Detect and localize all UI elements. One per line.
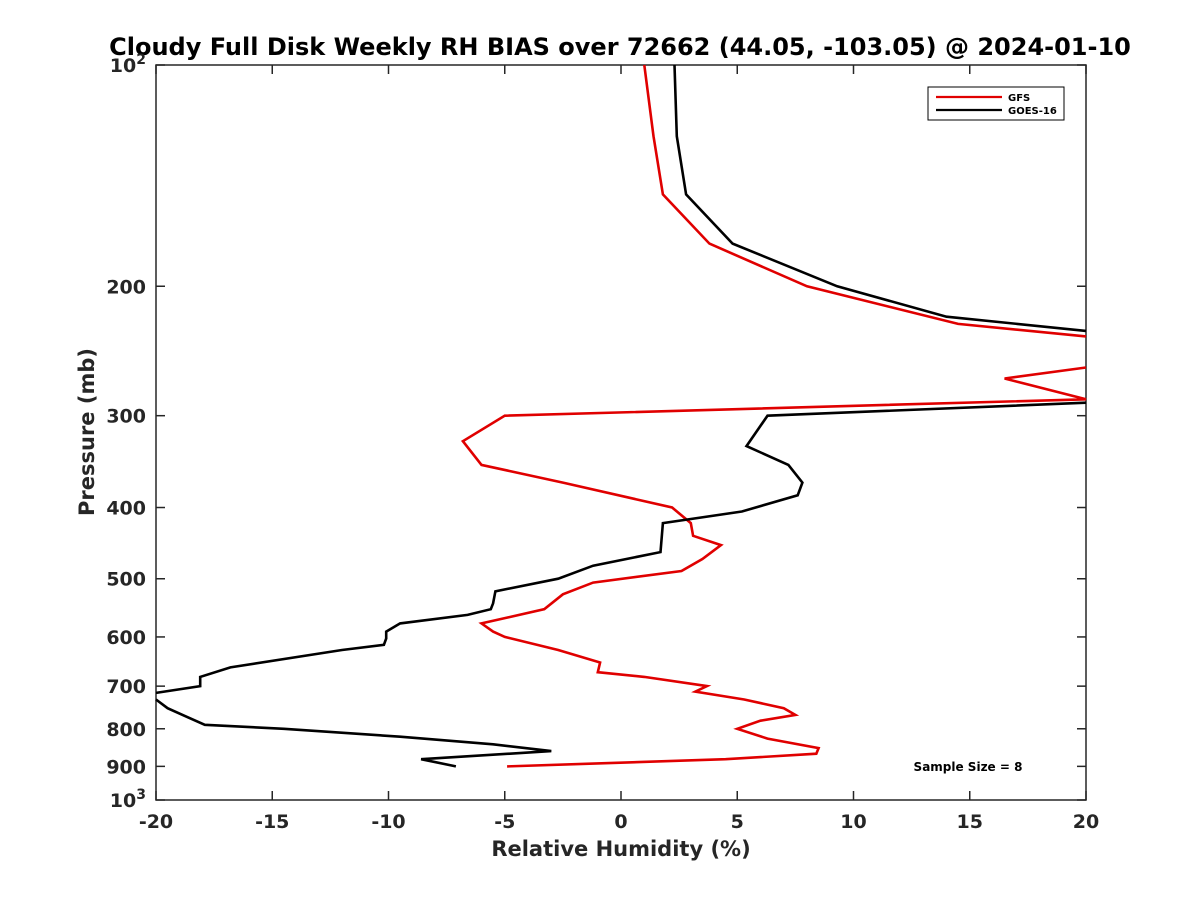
legend: GFS GOES-16 xyxy=(927,86,1065,121)
y-tick-exponent: 3 xyxy=(136,787,146,803)
series-line-goes-16 xyxy=(155,401,1087,695)
series-line-goes-16 xyxy=(155,698,552,768)
x-tick-label: -10 xyxy=(371,811,405,833)
x-tick-label: 15 xyxy=(957,811,983,833)
y-tick-label: 800 xyxy=(106,719,146,741)
y-tick-label: 900 xyxy=(106,756,146,778)
legend-label-gfs: GFS xyxy=(1008,93,1030,104)
y-tick-label: 700 xyxy=(106,676,146,698)
y-tick-label: 102 xyxy=(110,52,146,77)
x-tick-label: -5 xyxy=(494,811,515,833)
y-tick-label: 200 xyxy=(106,276,146,298)
y-tick-label: 600 xyxy=(106,627,146,649)
x-axis-label: Relative Humidity (%) xyxy=(491,837,750,861)
legend-label-goes-16: GOES-16 xyxy=(1008,106,1057,117)
y-tick-base: 10 xyxy=(110,790,136,812)
x-tick-label: 10 xyxy=(840,811,866,833)
plot-area xyxy=(155,64,1087,801)
y-tick-label: 300 xyxy=(106,406,146,428)
x-tick-label: -15 xyxy=(255,811,289,833)
x-tick-label: 20 xyxy=(1073,811,1099,833)
series-line-gfs xyxy=(460,366,1087,768)
series-layer xyxy=(155,64,1087,768)
chart-title: Cloudy Full Disk Weekly RH BIAS over 726… xyxy=(109,33,1131,61)
series-line-gfs xyxy=(643,64,1087,338)
x-axis: -20 -15 -10 -5 0 5 10 15 20 xyxy=(139,65,1099,833)
y-tick-label: 500 xyxy=(106,569,146,591)
y-tick-base: 10 xyxy=(110,55,136,77)
y-tick-label: 103 xyxy=(110,787,146,812)
x-tick-label: -20 xyxy=(139,811,173,833)
series-line-goes-16 xyxy=(673,64,1087,333)
y-tick-label: 400 xyxy=(106,498,146,520)
legend-box xyxy=(927,86,1065,121)
y-axis-label: Pressure (mb) xyxy=(75,348,99,516)
sample-size-annotation: Sample Size = 8 xyxy=(914,760,1023,774)
y-tick-exponent: 2 xyxy=(136,52,146,68)
x-tick-label: 5 xyxy=(731,811,744,833)
x-tick-label: 0 xyxy=(614,811,627,833)
